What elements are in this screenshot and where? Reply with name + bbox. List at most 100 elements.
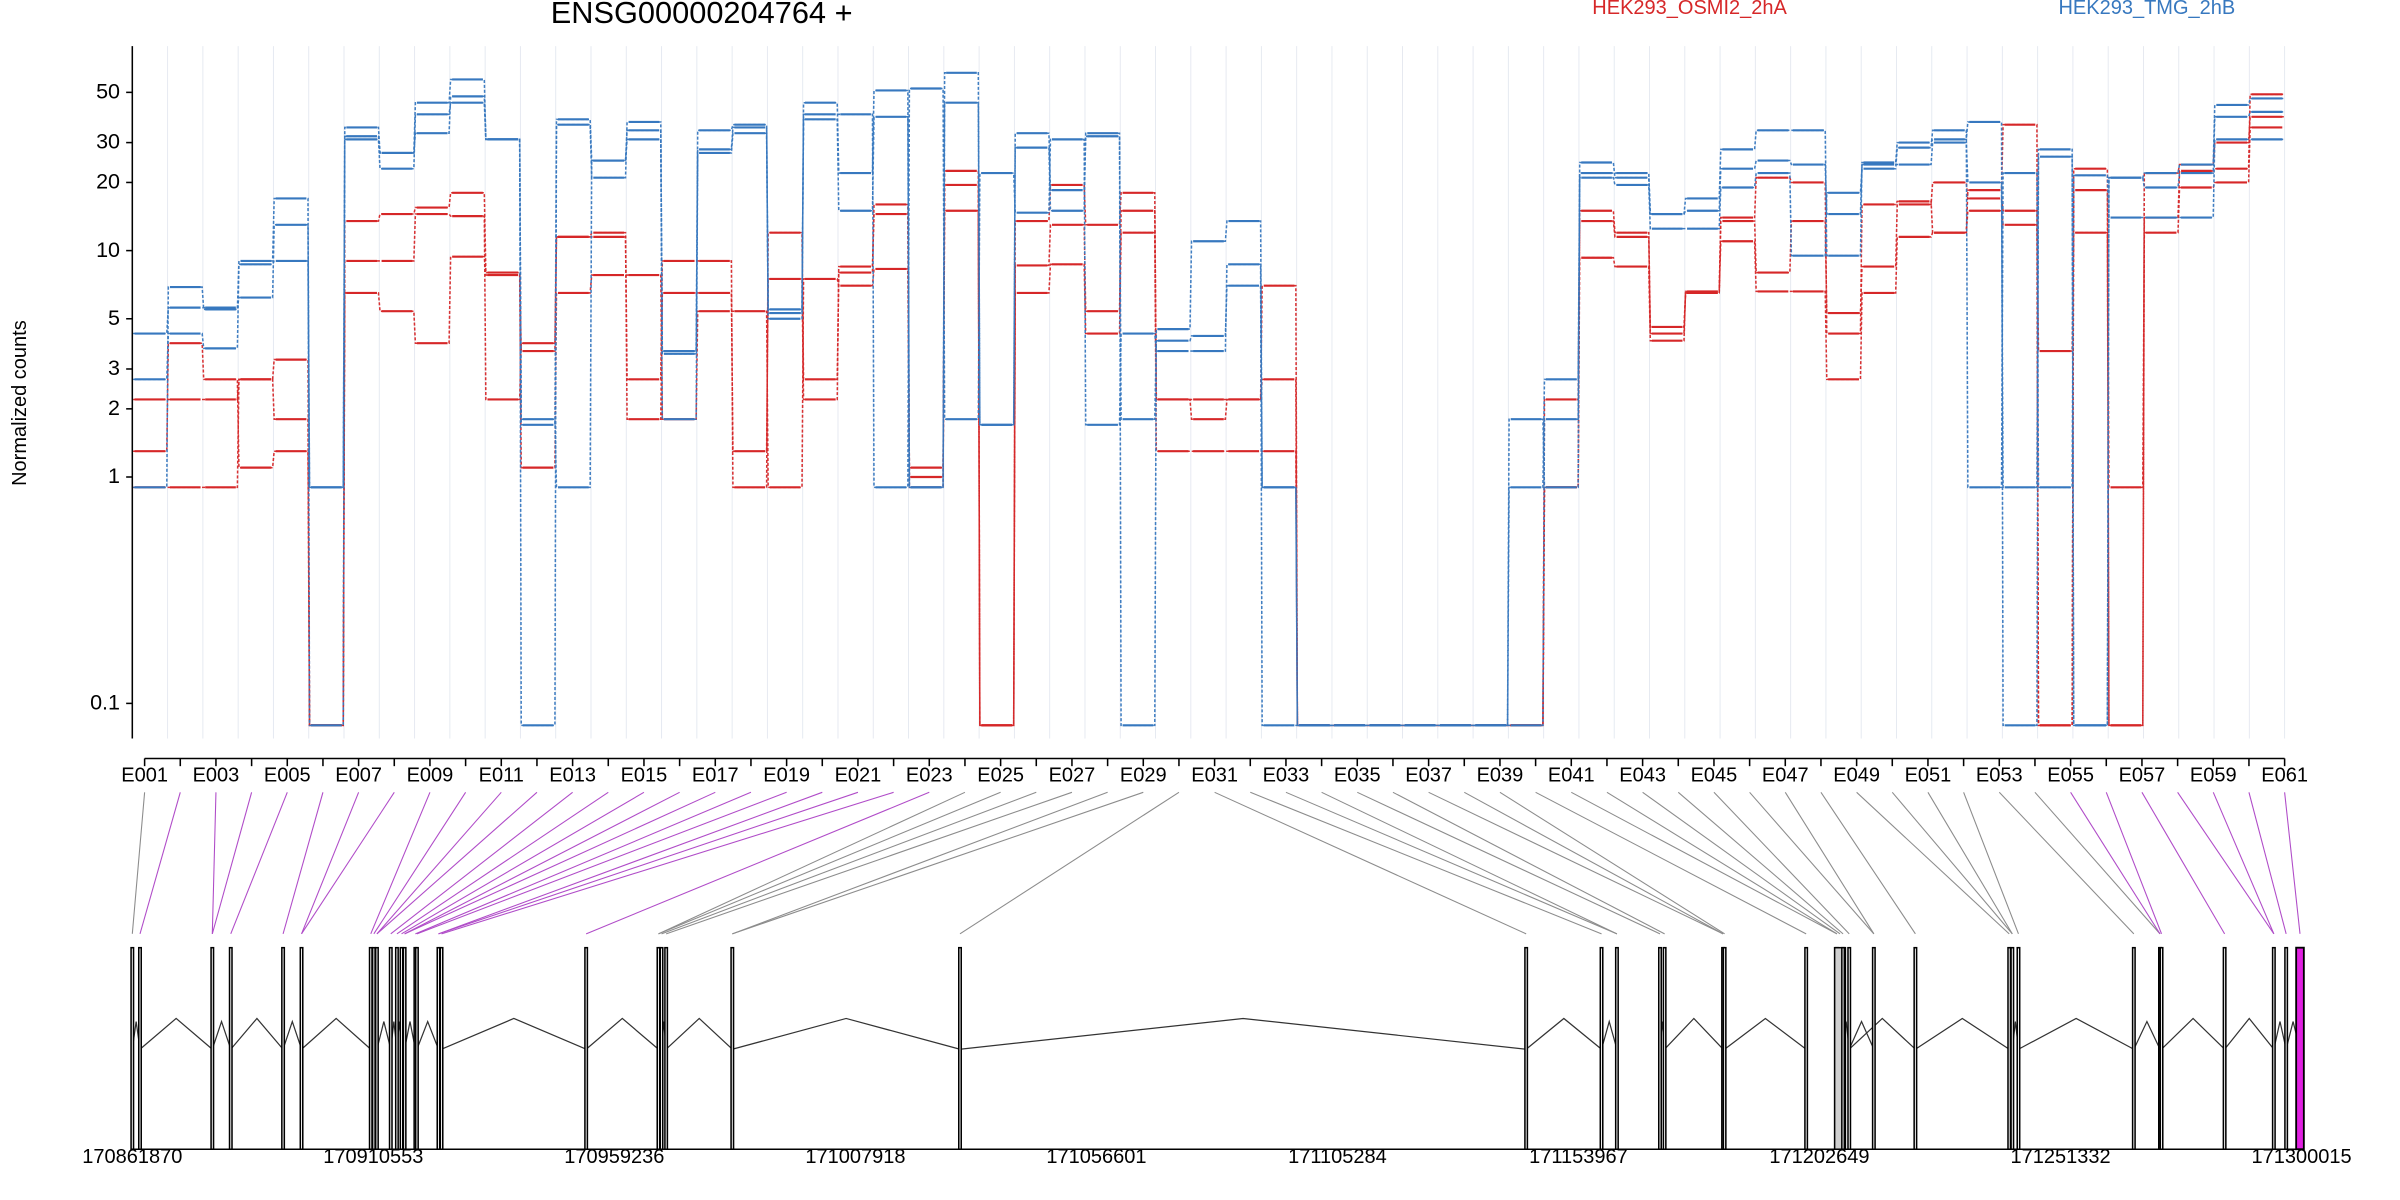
exon-box bbox=[137, 946, 142, 1150]
intron-line bbox=[376, 1021, 392, 1050]
exon-connector bbox=[438, 791, 859, 935]
exon-connector bbox=[401, 791, 645, 935]
exon-connector bbox=[2034, 791, 2161, 935]
exon-connector bbox=[665, 791, 1073, 935]
exon-label: E031 bbox=[1191, 765, 1238, 787]
y-tick-label: 50 bbox=[96, 80, 120, 104]
legend-entry-osmi2: HEK293_OSMI2_2hA bbox=[1592, 0, 1787, 19]
intron-line bbox=[2224, 1017, 2275, 1050]
coordinate-label: 171202649 bbox=[1769, 1146, 1869, 1168]
exon-connector bbox=[438, 791, 823, 935]
intron-line bbox=[2133, 1020, 2161, 1050]
exon-connector bbox=[2212, 792, 2275, 935]
exon-connector bbox=[1428, 791, 1724, 935]
coordinate-label: 171153967 bbox=[1529, 1146, 1628, 1168]
exon-connector bbox=[1357, 791, 1661, 935]
intron-line bbox=[1724, 1017, 1807, 1050]
gene-model: 170861870 170910553 170959236 171007918 1710… bbox=[82, 946, 2352, 1168]
exon-box bbox=[2010, 946, 2015, 1150]
y-tick-label: 2 bbox=[108, 396, 120, 420]
exon-connector bbox=[1606, 791, 1838, 935]
exon-connector bbox=[131, 792, 146, 934]
exon-connector bbox=[376, 791, 538, 935]
coordinate-label: 171105284 bbox=[1288, 1146, 1387, 1168]
y-tick-label: 5 bbox=[108, 306, 120, 330]
y-tick-label: 0.1 bbox=[90, 691, 120, 715]
exon-label: E043 bbox=[1619, 765, 1666, 787]
exon-box bbox=[1804, 946, 1809, 1150]
exon-box bbox=[2159, 946, 2164, 1150]
grid-lines bbox=[131, 46, 2286, 739]
exon-connector bbox=[1535, 791, 1807, 935]
exon-box bbox=[1841, 946, 1846, 1150]
exon-connector-lines bbox=[131, 791, 2301, 935]
exon-label: E049 bbox=[1833, 765, 1880, 787]
exon-box bbox=[2131, 946, 2136, 1150]
exon-box bbox=[2271, 946, 2276, 1150]
exon-box bbox=[659, 946, 664, 1150]
exon-connector bbox=[658, 791, 1001, 935]
exon-box bbox=[584, 946, 589, 1150]
exon-connector bbox=[1321, 791, 1618, 935]
exon-label: E001 bbox=[121, 765, 168, 787]
exon-box bbox=[402, 946, 407, 1150]
exon-label: E015 bbox=[621, 765, 668, 787]
y-tick-label: 1 bbox=[108, 464, 120, 488]
exon-label: E057 bbox=[2119, 765, 2166, 787]
intron-line bbox=[2273, 1021, 2287, 1050]
exon-connector bbox=[211, 792, 217, 934]
exon-connector bbox=[1392, 791, 1665, 935]
coordinate-label: 170861870 bbox=[82, 1146, 182, 1168]
exon-label: E019 bbox=[763, 765, 810, 787]
exon-connector bbox=[390, 791, 573, 935]
exon-label: E037 bbox=[1405, 765, 1452, 787]
exon-label: E051 bbox=[1905, 765, 1952, 787]
exon-connector bbox=[404, 791, 680, 935]
exon-label: E061 bbox=[2261, 765, 2308, 787]
exon-box bbox=[2284, 946, 2289, 1150]
exon-box bbox=[130, 946, 135, 1150]
exon-connector bbox=[301, 792, 395, 935]
series-line-3 bbox=[133, 93, 2284, 727]
exon-connector bbox=[282, 792, 324, 934]
exon-connector bbox=[585, 791, 930, 935]
exon-label: E009 bbox=[407, 765, 454, 787]
exon-connector bbox=[1927, 792, 2013, 935]
exon-label: E033 bbox=[1263, 765, 1310, 787]
intron-line bbox=[1600, 1019, 1618, 1050]
exon-connector bbox=[376, 791, 502, 935]
exon-connector bbox=[2105, 792, 2163, 935]
intron-line bbox=[1848, 1020, 1875, 1050]
series-lines bbox=[133, 71, 2284, 727]
exon-box bbox=[368, 946, 373, 1150]
y-tick-label: 30 bbox=[96, 130, 120, 154]
exon-connector bbox=[732, 791, 1108, 935]
exon-box bbox=[1871, 946, 1876, 1150]
intron-line bbox=[230, 1017, 284, 1050]
exon-connector bbox=[661, 791, 1037, 935]
exon-label: E017 bbox=[692, 765, 739, 787]
exon-connector bbox=[2248, 792, 2287, 934]
coordinate-label: 171251332 bbox=[2010, 1146, 2110, 1168]
coordinate-label: 170959236 bbox=[564, 1146, 664, 1168]
intron-line bbox=[959, 1017, 1527, 1050]
intron-line bbox=[416, 1019, 440, 1050]
exon-box bbox=[439, 946, 444, 1150]
intron-line bbox=[2161, 1017, 2226, 1050]
exon-box bbox=[1847, 946, 1852, 1150]
intron-line bbox=[211, 1019, 232, 1050]
axes: 0.1 1 2 3 5 10 20 30 50 E001 E003 E005 E007 E009 E011 E… bbox=[90, 46, 2308, 787]
exon-label: E021 bbox=[835, 765, 882, 787]
coordinate-label: 171056601 bbox=[1046, 1146, 1146, 1168]
intron-line bbox=[441, 1017, 587, 1050]
exon-box bbox=[1913, 946, 1918, 1150]
exon-box bbox=[399, 946, 404, 1150]
exon-box bbox=[228, 946, 233, 1150]
exon-connector bbox=[1250, 791, 1602, 935]
exon-connector bbox=[1677, 791, 1844, 935]
exon-box bbox=[664, 946, 669, 1150]
exon-box bbox=[2295, 946, 2305, 1151]
exon-connector bbox=[959, 791, 1180, 935]
exon-box bbox=[958, 946, 963, 1150]
